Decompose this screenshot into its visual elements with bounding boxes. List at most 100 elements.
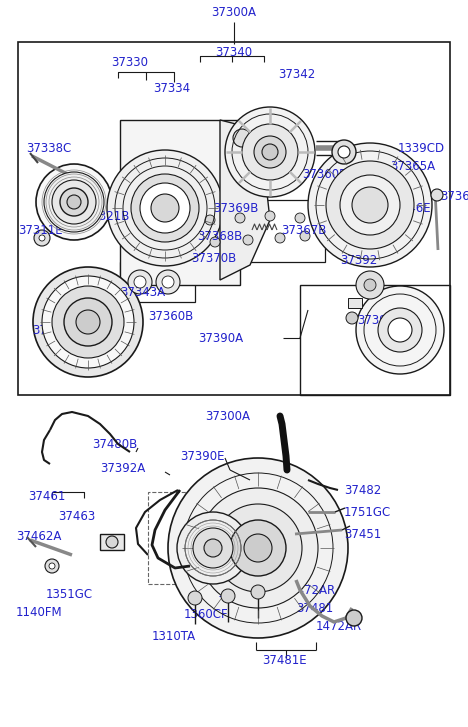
Circle shape: [33, 267, 143, 377]
Text: 1751GC: 1751GC: [344, 505, 391, 518]
Circle shape: [221, 589, 235, 603]
Text: 37390E: 37390E: [180, 449, 225, 462]
Circle shape: [64, 298, 112, 346]
Circle shape: [338, 146, 350, 158]
Bar: [148, 492, 262, 584]
Bar: [120, 262, 195, 302]
Bar: [100, 534, 124, 550]
Circle shape: [128, 270, 152, 294]
Circle shape: [60, 188, 88, 216]
Circle shape: [134, 276, 146, 288]
Circle shape: [308, 143, 432, 267]
Circle shape: [204, 539, 222, 557]
Circle shape: [388, 318, 412, 342]
Text: 37370B: 37370B: [191, 252, 236, 265]
Circle shape: [233, 129, 251, 147]
Circle shape: [210, 237, 220, 247]
Circle shape: [177, 512, 249, 584]
Text: 37342: 37342: [278, 68, 315, 81]
Circle shape: [214, 504, 302, 592]
Text: 1351JA: 1351JA: [218, 587, 259, 601]
Text: 1140FM: 1140FM: [16, 606, 63, 619]
Circle shape: [156, 270, 180, 294]
Text: 37482: 37482: [344, 483, 381, 497]
Bar: [195, 200, 325, 262]
Circle shape: [346, 610, 362, 626]
Circle shape: [262, 144, 278, 160]
Circle shape: [295, 213, 305, 223]
Text: 37365A: 37365A: [390, 159, 435, 172]
Circle shape: [36, 164, 112, 240]
Circle shape: [300, 231, 310, 241]
Circle shape: [193, 528, 233, 568]
Circle shape: [168, 458, 348, 638]
Text: 37392A: 37392A: [100, 462, 145, 475]
Circle shape: [364, 279, 376, 291]
Circle shape: [332, 140, 356, 164]
Circle shape: [106, 536, 118, 548]
Text: 37340: 37340: [215, 46, 253, 58]
Circle shape: [254, 136, 286, 168]
Circle shape: [52, 180, 96, 224]
Circle shape: [251, 585, 265, 599]
Circle shape: [42, 276, 134, 368]
Circle shape: [151, 194, 179, 222]
Circle shape: [131, 174, 199, 242]
Text: 1310TA: 1310TA: [152, 630, 196, 643]
Circle shape: [34, 230, 50, 246]
Circle shape: [352, 187, 388, 223]
Circle shape: [431, 189, 443, 201]
Text: 37480B: 37480B: [92, 438, 137, 451]
Polygon shape: [120, 120, 240, 285]
Text: 37334: 37334: [154, 81, 190, 95]
Text: 37300A: 37300A: [212, 6, 256, 18]
Circle shape: [44, 172, 104, 232]
Circle shape: [326, 161, 414, 249]
Text: 37391: 37391: [357, 313, 394, 326]
Text: 37390A: 37390A: [198, 332, 243, 345]
Text: 37462A: 37462A: [16, 529, 61, 542]
Text: 1351GC: 1351GC: [46, 587, 93, 601]
Text: 37369B: 37369B: [213, 201, 258, 214]
Text: 37343A: 37343A: [120, 286, 165, 299]
Circle shape: [340, 175, 400, 235]
Circle shape: [230, 520, 286, 576]
Circle shape: [205, 215, 215, 225]
Text: 37368B: 37368B: [197, 230, 242, 243]
Circle shape: [378, 308, 422, 352]
Circle shape: [76, 310, 100, 334]
Text: 1360CF: 1360CF: [184, 608, 229, 621]
Text: 37451: 37451: [344, 528, 381, 540]
Circle shape: [242, 124, 298, 180]
Bar: [18, 42, 450, 395]
Text: 37364: 37364: [440, 190, 468, 203]
Text: 37367B: 37367B: [281, 223, 326, 236]
Text: 37463: 37463: [58, 510, 95, 523]
Circle shape: [45, 559, 59, 573]
Circle shape: [39, 235, 45, 241]
Circle shape: [107, 150, 223, 266]
Bar: [348, 298, 362, 308]
Text: 37360B: 37360B: [148, 310, 193, 323]
Text: 37346E: 37346E: [386, 201, 431, 214]
Circle shape: [52, 286, 124, 358]
Text: 37350B: 37350B: [32, 324, 77, 337]
Text: 37338C: 37338C: [26, 142, 71, 155]
Circle shape: [346, 312, 358, 324]
Polygon shape: [220, 120, 270, 280]
Text: 37330: 37330: [111, 55, 148, 68]
Circle shape: [140, 183, 190, 233]
Circle shape: [162, 276, 174, 288]
Circle shape: [243, 235, 253, 245]
Circle shape: [265, 211, 275, 221]
Text: 37392: 37392: [340, 254, 377, 267]
Text: 1472AR: 1472AR: [290, 584, 336, 596]
Text: 37481: 37481: [296, 601, 333, 614]
Circle shape: [356, 286, 444, 374]
Text: 37481E: 37481E: [262, 654, 307, 667]
Text: 37300A: 37300A: [205, 409, 250, 422]
Text: 37311E: 37311E: [18, 223, 63, 236]
Circle shape: [244, 534, 272, 562]
Text: 1472AR: 1472AR: [316, 619, 362, 632]
Circle shape: [67, 195, 81, 209]
